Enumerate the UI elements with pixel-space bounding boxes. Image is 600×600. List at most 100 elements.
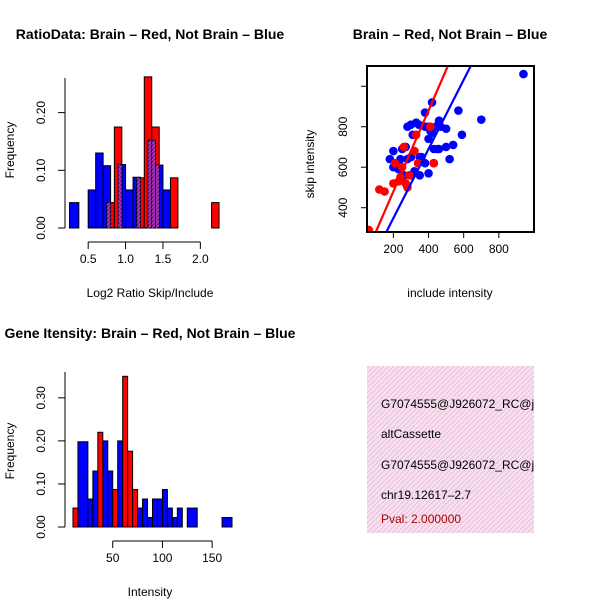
y-tick-label: 0.10 (34, 158, 48, 182)
not-brain-bar (87, 498, 94, 528)
info-probe-id-2: G7074555@J926072_RC@j_at (381, 458, 551, 472)
scatter-xlabel: include intensity (407, 286, 492, 300)
brain-point (429, 158, 439, 168)
not-brain-bar (221, 517, 233, 528)
not-brain-bar (107, 470, 114, 528)
brain-point (380, 187, 389, 196)
y-tick-label: 400 (336, 197, 350, 217)
intensity-histogram-ylabel: Frequency (3, 423, 17, 480)
y-tick-label: 600 (336, 157, 350, 177)
x-tick-label: 800 (489, 242, 509, 256)
not-brain-bar (162, 189, 171, 229)
not-brain-bar (156, 498, 163, 528)
not-brain-bar (117, 440, 124, 528)
intensity-histogram-xlabel: Intensity (128, 585, 173, 599)
y-tick-label: 0.00 (34, 216, 48, 240)
info-panel: G7074555@J926072_RC@j_at altCassette G70… (367, 366, 551, 533)
not-brain-point (457, 130, 467, 140)
x-tick-label: 400 (419, 242, 439, 256)
ratio-histogram-xlabel: Log2 Ratio Skip/Include (87, 286, 214, 300)
x-tick-label: 50 (106, 551, 120, 565)
not-brain-bar (102, 440, 109, 528)
not-brain-point (476, 115, 486, 124)
not-brain-point (415, 171, 425, 180)
scatter-panel: Brain – Red, Not Brain – Blue 200 400 600 8… (303, 26, 547, 300)
ratio-histogram-panel: RatioData: Brain – Red, Not Brain – Blue… (3, 26, 284, 300)
brain-bar (72, 507, 79, 528)
ratio-histogram-title: RatioData: Brain – Red, Not Brain – Blue (16, 26, 285, 42)
brain-point (425, 122, 435, 132)
overlap-hatch (151, 140, 156, 228)
y-tick-label: 800 (336, 116, 350, 136)
scatter-plot-area (366, 65, 535, 233)
brain-point (390, 158, 400, 168)
brain-point (404, 171, 414, 180)
y-tick-label: 0.20 (34, 429, 48, 453)
brain-bar (122, 375, 129, 528)
overlap-hatch (118, 164, 122, 228)
overlap-hatch (106, 202, 111, 228)
x-tick-label: 0.5 (80, 252, 97, 266)
overlap-hatch (136, 177, 141, 228)
info-probe-id: G7074555@J926072_RC@j_at (381, 397, 551, 411)
info-event-type: altCassette (381, 427, 441, 441)
x-tick-label: 2.0 (192, 252, 209, 266)
brain-bar (132, 489, 139, 528)
ratio-histogram-axes: 0.00 0.10 0.20 0.5 1.0 1.5 2.0 (34, 78, 209, 266)
not-brain-bar (151, 498, 158, 528)
overlap-hatch (155, 165, 160, 228)
y-tick-label: 0.00 (34, 515, 48, 539)
not-brain-bar (92, 470, 99, 528)
brain-fit-line (374, 66, 449, 232)
not-brain-bar (186, 507, 198, 528)
not-brain-bar (87, 189, 97, 229)
not-brain-bar (147, 517, 153, 528)
not-brain-bar (166, 507, 173, 528)
brain-point (367, 225, 374, 232)
x-tick-label: 600 (454, 242, 474, 256)
not-brain-point (445, 154, 454, 164)
not-brain-point (406, 120, 416, 130)
not-brain-bar (125, 189, 134, 229)
intensity-histogram-title: Gene Itensity: Brain – Red, Not Brain – … (5, 325, 296, 341)
not-brain-bar (68, 202, 80, 229)
brain-bar (169, 177, 179, 229)
not-brain-point (448, 140, 458, 150)
not-brain-bar (142, 498, 149, 528)
overlap-hatch (148, 140, 152, 228)
x-tick-label: 1.0 (117, 252, 134, 266)
not-brain-bar (171, 517, 178, 528)
ratio-histogram-ylabel: Frequency (3, 122, 17, 179)
scatter-clip-group (367, 66, 528, 232)
intensity-histogram-panel: Gene Itensity: Brain – Red, Not Brain – … (3, 325, 296, 599)
not-brain-point (441, 142, 451, 152)
brain-bar (112, 489, 119, 528)
not-brain-fit-line (385, 66, 472, 232)
not-brain-bar (95, 152, 104, 229)
not-brain-bar (176, 507, 183, 528)
scatter-axes: 200 400 600 800 400 600 800 (336, 85, 509, 256)
not-brain-point (519, 69, 528, 79)
not-brain-point (389, 146, 398, 156)
x-tick-label: 1.5 (155, 252, 172, 266)
not-brain-bar (77, 441, 89, 528)
y-tick-label: 0.10 (34, 472, 48, 496)
x-tick-label: 200 (383, 242, 403, 256)
scatter-ylabel: skip intensity (303, 130, 317, 199)
not-brain-point (433, 144, 442, 154)
info-locus: chr19.12617–2.7 (381, 488, 471, 502)
x-tick-label: 100 (152, 551, 172, 565)
info-pval: Pval: 2.000000 (381, 512, 461, 526)
brain-point (399, 142, 409, 152)
info-panel-background (367, 366, 534, 533)
y-tick-label: 0.30 (34, 386, 48, 410)
x-tick-label: 150 (202, 551, 222, 565)
scatter-frame (366, 65, 535, 233)
brain-bar (127, 450, 134, 528)
not-brain-point (454, 106, 463, 115)
not-brain-bar (161, 489, 168, 528)
brain-bar (97, 431, 104, 528)
scatter-title: Brain – Red, Not Brain – Blue (353, 26, 548, 42)
not-brain-point (441, 124, 451, 134)
brain-bar (211, 202, 220, 229)
